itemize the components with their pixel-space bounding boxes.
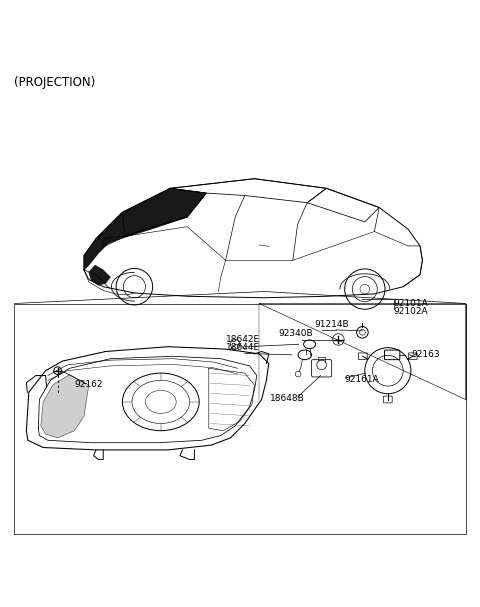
Text: 18644E: 18644E [226, 344, 260, 353]
Text: 92340B: 92340B [278, 329, 313, 338]
Text: 92161A: 92161A [345, 375, 379, 384]
Text: 18648B: 18648B [270, 394, 304, 403]
Text: 92162: 92162 [74, 379, 103, 388]
Polygon shape [89, 265, 110, 285]
Text: 92102A: 92102A [394, 307, 428, 316]
Text: 92163: 92163 [412, 350, 441, 359]
Polygon shape [41, 375, 89, 438]
Text: 92101A: 92101A [394, 299, 428, 308]
Text: 18642E: 18642E [226, 335, 260, 344]
Text: (PROJECTION): (PROJECTION) [14, 75, 96, 89]
Polygon shape [84, 188, 206, 270]
Text: 91214B: 91214B [314, 320, 349, 329]
